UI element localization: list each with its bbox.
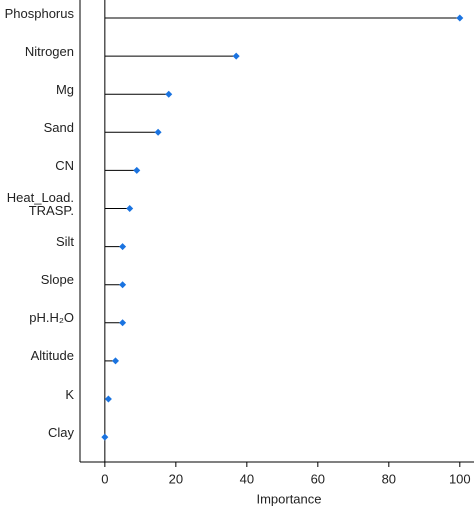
marker — [119, 281, 127, 289]
marker — [154, 128, 162, 136]
marker — [111, 357, 119, 365]
marker — [232, 52, 240, 60]
marker — [165, 90, 173, 98]
y-tick-label: pH.H₂O — [29, 310, 74, 326]
y-tick-label: CN — [55, 157, 74, 173]
y-tick-label: Sand — [43, 119, 74, 135]
y-tick-label: Mg — [55, 81, 74, 97]
x-tick-label: 100 — [449, 471, 471, 486]
marker — [126, 205, 134, 212]
x-axis-label: Importance — [256, 491, 321, 506]
marker — [456, 14, 464, 22]
marker — [101, 433, 109, 441]
marker — [119, 243, 127, 251]
marker — [119, 319, 127, 327]
y-tick-label: Clay — [47, 424, 74, 440]
y-tick-label: Altitude — [30, 348, 74, 364]
x-tick-label: 40 — [240, 471, 254, 486]
y-tick-label: Slope — [40, 272, 74, 288]
marker — [104, 395, 112, 403]
y-tick-label: Phosphorus — [4, 5, 74, 21]
x-tick-label: 20 — [169, 471, 183, 486]
y-tick-label: Heat_Load. TRASP. — [6, 189, 74, 218]
y-tick-label: K — [65, 386, 74, 402]
x-tick-label: 0 — [101, 471, 108, 486]
x-tick-label: 60 — [311, 471, 325, 486]
x-tick-label: 80 — [382, 471, 396, 486]
y-tick-label: Nitrogen — [24, 43, 74, 59]
y-tick-label: Silt — [55, 234, 74, 250]
marker — [133, 166, 141, 174]
